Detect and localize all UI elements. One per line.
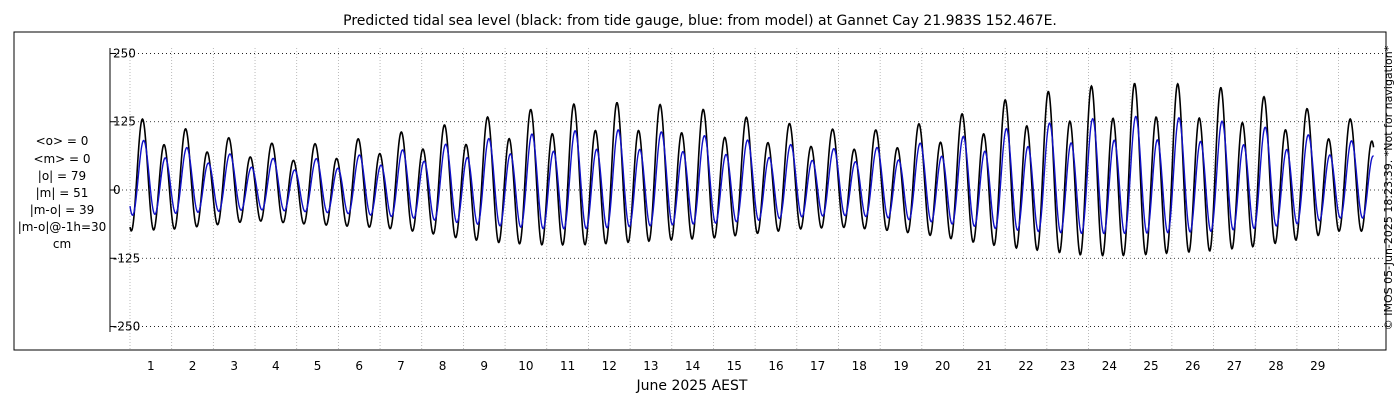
stat-abs-model: |m| = 51 xyxy=(36,186,89,200)
x-tick-label: 3 xyxy=(230,359,238,373)
x-axis-label: June 2025 AEST xyxy=(636,378,748,394)
outer-frame xyxy=(13,31,1387,351)
y-tick-label: 0 xyxy=(113,183,121,197)
x-tick-label: 21 xyxy=(977,359,992,373)
x-tick-label: 16 xyxy=(768,359,783,373)
x-tick-label: 27 xyxy=(1227,359,1242,373)
x-tick-label: 28 xyxy=(1268,359,1283,373)
x-tick-label: 7 xyxy=(397,359,405,373)
side-stats: <o> = 0 <m> = 0 |o| = 79 |m| = 51 |m-o| … xyxy=(18,134,107,251)
x-tick-label: 15 xyxy=(727,359,742,373)
x-tick-label: 12 xyxy=(602,359,617,373)
x-tick-label: 19 xyxy=(893,359,908,373)
x-tick-label: 2 xyxy=(189,359,197,373)
copyright-notice: © IMOS 05-Jun-2025 18:23:39. *Not for na… xyxy=(1382,45,1395,330)
y-tick-label: -125 xyxy=(113,251,140,265)
x-tick-label: 25 xyxy=(1143,359,1158,373)
stat-mean-model: <m> = 0 xyxy=(33,152,90,166)
model-series-line xyxy=(129,115,1375,235)
x-tick-label: 13 xyxy=(643,359,658,373)
y-tick-label: 125 xyxy=(113,115,136,129)
y-tick-label: -250 xyxy=(113,320,140,334)
x-tick-label: 14 xyxy=(685,359,700,373)
x-tick-label: 11 xyxy=(560,359,575,373)
x-tick-label: 1 xyxy=(147,359,155,373)
x-tick-label: 9 xyxy=(480,359,488,373)
stat-units: cm xyxy=(53,237,71,251)
x-tick-label: 22 xyxy=(1018,359,1033,373)
series-lines xyxy=(129,82,1375,257)
x-tick-label: 24 xyxy=(1102,359,1117,373)
x-tick-label: 29 xyxy=(1310,359,1325,373)
y-tick-label: 250 xyxy=(113,46,136,60)
x-tick-label: 17 xyxy=(810,359,825,373)
x-tick-label: 26 xyxy=(1185,359,1200,373)
stat-abs-diff-lag: |m-o|@-1h=30 xyxy=(18,220,107,234)
y-ticks: 250 125 0 -125 -250 xyxy=(110,46,140,334)
x-tick-label: 5 xyxy=(314,359,322,373)
stat-mean-observed: <o> = 0 xyxy=(36,134,89,148)
x-tick-label: 23 xyxy=(1060,359,1075,373)
x-tick-label: 8 xyxy=(439,359,447,373)
observed-series-line xyxy=(129,82,1375,257)
x-tick-label: 10 xyxy=(518,359,533,373)
x-ticks: 1 2 3 4 5 6 7 8 9 10 11 12 13 14 15 16 17 18 19 20 21 22 23 24 2… xyxy=(147,359,1325,373)
stat-abs-observed: |o| = 79 xyxy=(38,169,86,183)
x-tick-label: 6 xyxy=(355,359,363,373)
chart-title: Predicted tidal sea level (black: from t… xyxy=(343,13,1057,29)
x-tick-label: 20 xyxy=(935,359,950,373)
x-tick-label: 18 xyxy=(852,359,867,373)
x-tick-label: 4 xyxy=(272,359,280,373)
stat-abs-diff: |m-o| = 39 xyxy=(30,203,95,217)
